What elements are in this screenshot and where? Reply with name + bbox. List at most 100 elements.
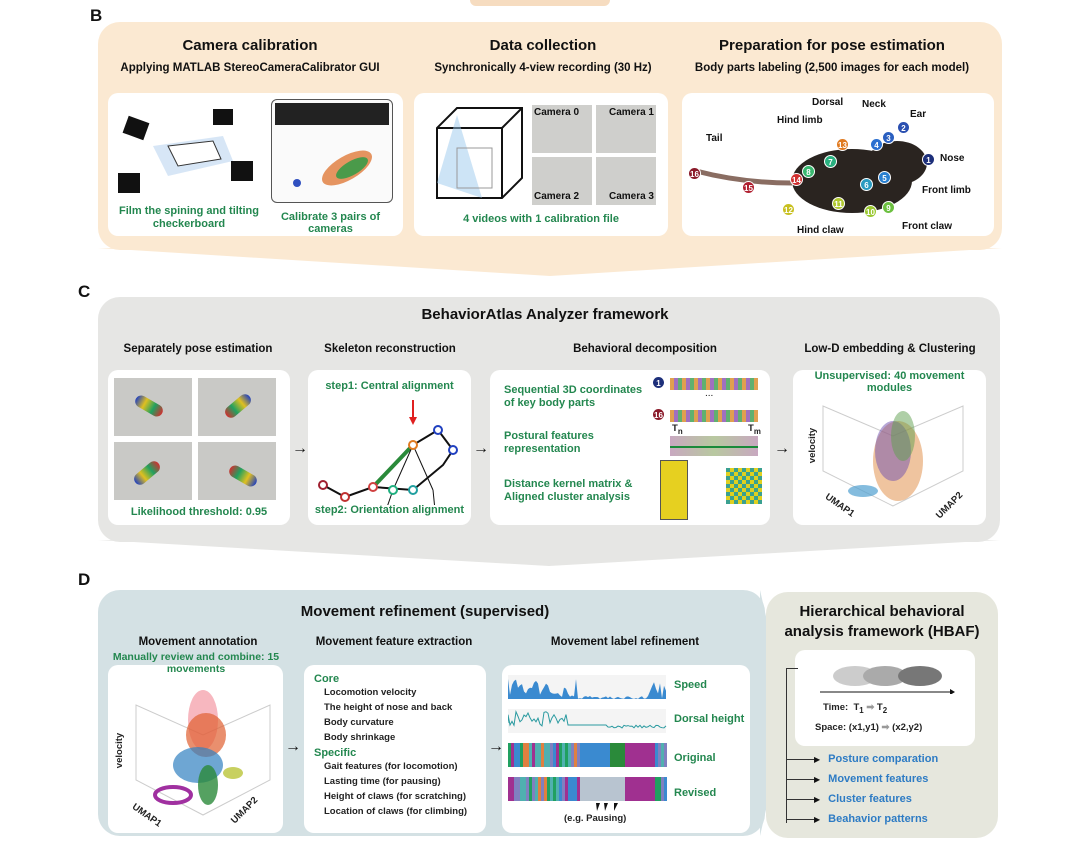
pose-view [114,442,192,500]
core-feature-item: The height of nose and back [324,700,476,715]
point-10: 10 [864,205,877,218]
core-feature-item: Locomotion velocity [324,685,476,700]
step2-label: step2: Orientation alignment [308,504,471,516]
data-collection-box: Camera 0 Camera 1 Camera 2 Camera 3 4 vi… [414,93,668,236]
camera-views: Camera 0 Camera 1 Camera 2 Camera 3 [532,105,656,205]
skeleton-graph [313,395,468,505]
pausing-note: (e.g. Pausing) [564,813,626,824]
time-row: Time: T1 ➡ T2 [823,702,887,715]
checkerboard-caption: Film the spining and tilting checkerboar… [114,205,264,231]
camera-calibration-box: Film the spining and tilting checkerboar… [108,93,403,236]
revised-label-bar [508,777,667,801]
label-front-claw: Front claw [902,221,952,232]
point-8: 8 [802,165,815,178]
hbaf-output-label: Posture comparation [828,753,938,765]
postural-features-label: Postural features representation [504,430,644,456]
point-9: 9 [882,201,895,214]
panel-b-letter: B [90,6,102,26]
time-label: Time: [823,702,848,713]
hbaf-title: Hierarchical behavioral analysis framewo… [777,602,987,642]
camera-3-view: Camera 3 [596,157,656,205]
mouse-motion-illustration [815,654,955,694]
specific-feature-list: Gait features (for locomotion) Lasting ti… [314,759,476,819]
space2: (x2,y2) [892,722,922,733]
camera-0-view: Camera 0 [532,105,592,153]
sequential-coords-label: Sequential 3D coordinates of key body pa… [504,384,644,410]
track-original: Original [674,752,716,764]
panel-b-down-arrow [98,248,1002,278]
feature-extraction-box: Core Locomotion velocity The height of no… [304,665,486,833]
t-end-sub: m [754,427,761,436]
hbaf-output-label: Beahavior patterns [828,813,928,825]
skeleton-box: step1: Central alignment step2: Orientat… [308,370,471,525]
pose-prep-subtitle: Body parts labeling (2,500 images for ea… [695,62,969,74]
specific-feature-item: Gait features (for locomotion) [324,759,476,774]
point-14: 14 [790,173,803,186]
pose-view [114,378,192,436]
space1: (x1,y1) [849,722,879,733]
label-nose: Nose [940,153,964,164]
t1-sub: 1 [859,706,863,715]
camera-calibration-subtitle: Applying MATLAB StereoCameraCalibrator G… [120,62,379,74]
specific-feature-item: Lasting time (for pausing) [324,774,476,789]
hbaf-output-item: ▶ Beahavior patterns [786,813,928,825]
track-speed: Speed [674,679,707,691]
point-11: 11 [832,197,845,210]
top-connector [470,0,610,6]
arrow-icon: ➡ [882,722,890,733]
point-2: 2 [897,121,910,134]
data-collection-subtitle: Synchronically 4-view recording (30 Hz) [434,62,651,74]
label-hind-limb: Hind limb [777,115,823,126]
pose-view [198,442,276,500]
hbaf-output-item: ▶ Cluster features [786,793,912,805]
point-1: 1 [922,153,935,166]
camera-2-view: Camera 2 [532,157,592,205]
manual-review-caption: Manually review and combine: 15 movement… [96,651,296,675]
hbaf-box: Time: T1 ➡ T2 Space: (x1,y1) ➡ (x2,y2) [795,650,975,746]
label-neck: Neck [862,99,886,110]
pose-prep-title: Preparation for pose estimation [719,37,945,54]
likelihood-caption: Likelihood threshold: 0.95 [108,506,290,518]
t-start: Tn [672,423,683,436]
label-dorsal: Dorsal [812,97,843,108]
coordinate-trace [670,378,758,390]
core-feature-list: Locomotion velocity The height of nose an… [314,685,476,745]
core-feature-item: Body shrinkage [324,730,476,745]
annotation-box: Manually review and combine: 15 movement… [108,665,283,833]
branch-line [786,759,814,760]
specific-label: Specific [314,747,476,759]
panel-c-down-arrow [98,540,1000,568]
step1-label: step1: Central alignment [308,380,471,392]
label-refinement-title: Movement label refinement [551,636,699,648]
track-dorsal-height: Dorsal height [674,713,744,725]
camera-rig-illustration [113,101,263,201]
hbaf-output-item: ▶ Movement features [786,773,928,785]
camera-1-view: Camera 1 [596,105,656,153]
pose-view [198,378,276,436]
hbaf-tree-branch [786,668,798,669]
arena-cube-illustration [422,103,527,208]
branch-line [786,779,814,780]
space-label: Space: [815,722,846,733]
unsupervised-caption: Unsupervised: 40 movement modules [793,370,986,394]
hbaf-output-item: ▶ Posture comparation [786,753,938,765]
t-end: Tm [748,423,761,436]
decomposition-title: Behavioral decomposition [573,343,717,355]
branch-line [786,799,814,800]
kernel-matrix [660,460,688,520]
hbaf-output-label: Cluster features [828,793,912,805]
arrow-head-icon: ▶ [814,815,820,824]
pose-estimation-box: Likelihood threshold: 0.95 [108,370,290,525]
arrow-head-icon: ▶ [814,795,820,804]
arrow-right-icon: → [285,738,301,756]
point-15: 15 [742,181,755,194]
specific-feature-item: Location of claws (for climbing) [324,804,476,819]
feature-extraction-title: Movement feature extraction [316,636,473,648]
track-revised: Revised [674,787,716,799]
point-6: 6 [860,178,873,191]
kernel-zoom [726,468,762,504]
panel-d-title: Movement refinement (supervised) [301,603,549,620]
core-label: Core [314,673,476,685]
postural-feature-bar [670,436,758,456]
t-start-sub: n [678,427,683,436]
